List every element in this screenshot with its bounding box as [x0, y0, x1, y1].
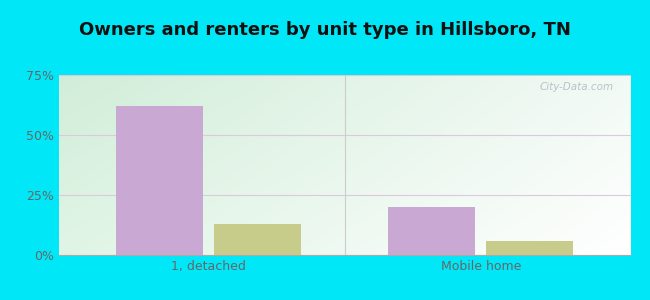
Text: Owners and renters by unit type in Hillsboro, TN: Owners and renters by unit type in Hills… [79, 21, 571, 39]
Bar [388, 207, 475, 255]
Bar [116, 106, 203, 255]
Text: City-Data.com: City-Data.com [540, 82, 614, 92]
Bar [214, 224, 301, 255]
Bar [486, 241, 573, 255]
